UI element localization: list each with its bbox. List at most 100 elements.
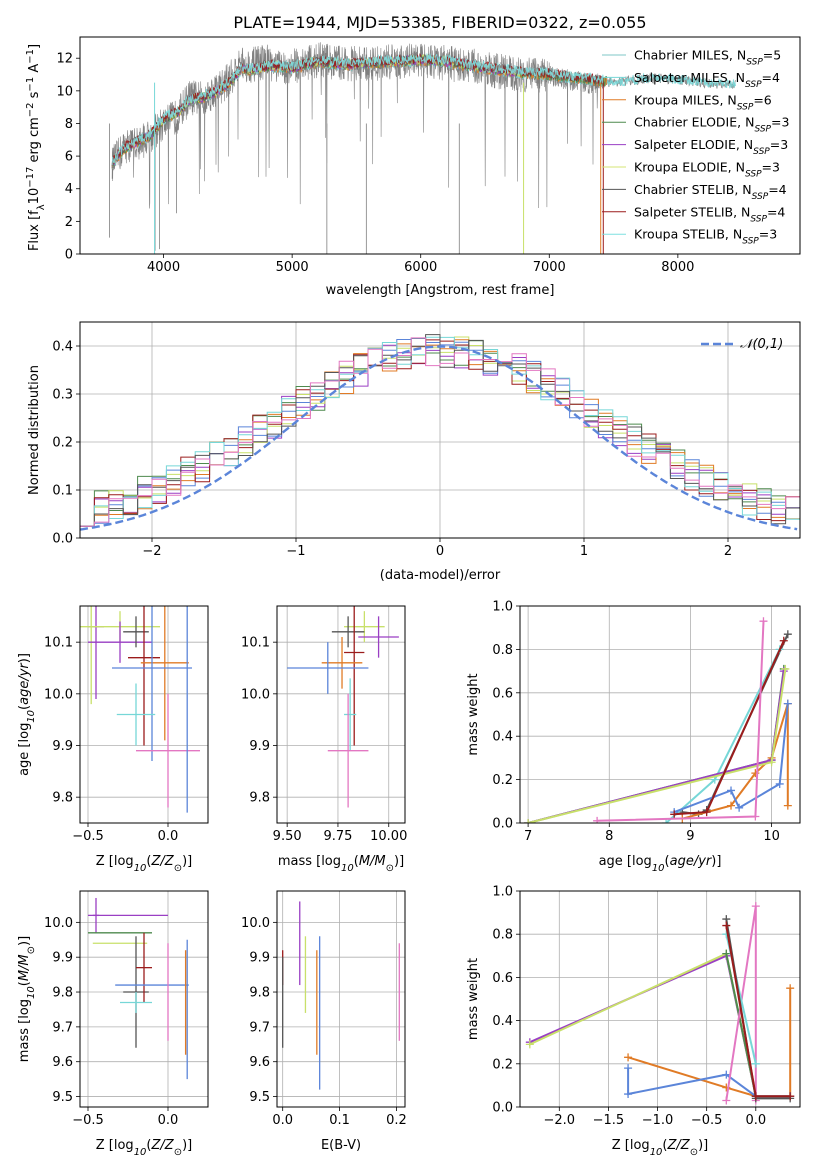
y-tick-label: 9.6	[249, 1055, 270, 1070]
y-tick-label: 9.5	[249, 1090, 270, 1105]
y-tick-label: 10.0	[44, 687, 73, 702]
y-tick-label: 0.3	[52, 388, 73, 403]
legend-label: Kroupa ELODIE, NSSP=3	[634, 160, 780, 180]
x-tick-label: 1	[580, 544, 588, 559]
weight-marker	[751, 812, 760, 821]
legend-label: Kroupa MILES, NSSP=6	[634, 92, 772, 112]
y-tick-label: 9.8	[249, 986, 270, 1001]
x-tick-label: 8000	[661, 260, 694, 275]
errorbar-point	[358, 616, 399, 658]
mass-weight-vs-Z-ylabel: mass weight	[466, 958, 481, 1040]
y-tick-label: 10.0	[44, 916, 73, 931]
y-tick-label: 0.6	[492, 686, 513, 701]
weight-series	[624, 984, 795, 1101]
x-tick-label: 0	[436, 544, 444, 559]
axes-frame	[276, 890, 406, 1108]
plot-area	[525, 902, 795, 1105]
errorbar-point	[123, 936, 149, 1048]
y-tick-label: 0.0	[52, 532, 73, 547]
y-tick-label: 12	[56, 52, 73, 67]
weight-line	[682, 703, 789, 820]
weight-marker	[779, 636, 788, 645]
x-tick-label: 0.0	[272, 1113, 293, 1128]
plot-area	[282, 901, 400, 1090]
y-tick-label: 8	[65, 117, 73, 132]
x-tick-label: 0.1	[329, 1113, 350, 1128]
y-tick-label: 1.0	[492, 600, 513, 615]
errorbar-point	[287, 642, 369, 694]
x-tick-label: 0.0	[745, 1113, 766, 1128]
x-tick-label: 8	[605, 829, 613, 844]
weight-line	[527, 668, 787, 823]
plot-area	[109, 42, 736, 254]
weight-marker	[783, 801, 792, 810]
weight-line	[627, 988, 792, 1098]
weight-line	[725, 925, 791, 1098]
weight-marker	[624, 1090, 633, 1099]
mass-weight-vs-age-xlabel: age [log10(age/yr)]	[599, 854, 722, 874]
mass-vs-EBV-panel: 0.0 0.1 0.2 9.5 9.6 9.7 9.8 9.9 10.0 E(B-V)	[241, 890, 407, 1153]
model-spectrum-line	[111, 53, 604, 166]
x-tick-label: 7000	[533, 260, 566, 275]
x-tick-label: −0.5	[691, 1113, 723, 1128]
x-tick-label: 6000	[404, 260, 437, 275]
errorbar-point	[112, 606, 192, 761]
histogram-xlabel: (data-model)/error	[380, 568, 501, 583]
mass-weight-vs-age-ylabel: mass weight	[466, 673, 481, 755]
errorbar-point	[344, 678, 357, 751]
weight-marker	[624, 1053, 633, 1062]
weight-series	[524, 664, 790, 823]
plot-area	[287, 606, 399, 808]
plot-area	[88, 897, 189, 1080]
axes-frame	[79, 605, 209, 824]
x-tick-label: −1.5	[593, 1113, 625, 1128]
axes-frame	[79, 890, 209, 1108]
weight-series	[525, 949, 760, 1101]
y-tick-label: 9.8	[52, 791, 73, 806]
x-tick-label: 9.75	[323, 829, 352, 844]
x-tick-label: 9	[686, 829, 694, 844]
errorbar-point	[331, 616, 365, 648]
y-tick-label: 0.4	[52, 340, 73, 355]
axes-frame	[519, 890, 801, 1108]
y-tick-label: 0	[65, 248, 73, 263]
age-vs-Z-ylabel: age [log10(age/yr)]	[17, 653, 37, 776]
weight-marker	[727, 786, 736, 795]
legend-label: Salpeter MILES, NSSP=4	[634, 70, 780, 90]
normal-reference-curve	[80, 345, 798, 531]
weight-line	[527, 668, 785, 823]
x-tick-label: −1.0	[642, 1113, 674, 1128]
x-tick-label: 7	[524, 829, 532, 844]
y-tick-label: 10.1	[44, 636, 73, 651]
weight-series	[525, 951, 760, 1101]
legend-label: Kroupa STELIB, NSSP=3	[634, 227, 777, 247]
weight-line	[597, 621, 765, 822]
weight-marker	[775, 779, 784, 788]
weight-marker	[662, 819, 671, 823]
errorbar-point	[344, 606, 365, 746]
y-tick-label: 9.8	[249, 791, 270, 806]
y-tick-label: 9.9	[52, 739, 73, 754]
age-vs-Z-xlabel: Z [log10(Z/Z⊙)]	[96, 854, 193, 874]
x-tick-label: −2	[142, 544, 161, 559]
y-tick-label: 9.8	[52, 986, 73, 1001]
y-tick-label: 0.8	[492, 928, 513, 943]
y-tick-label: 9.7	[52, 1020, 73, 1035]
weight-marker	[722, 949, 731, 958]
x-tick-label: 0.2	[386, 1113, 407, 1128]
y-tick-label: 10	[56, 84, 73, 99]
weight-marker	[751, 1059, 760, 1068]
x-tick-label: −1	[286, 544, 305, 559]
errorbar-point	[116, 683, 156, 746]
weight-marker	[624, 1064, 633, 1073]
errorbar-point	[136, 693, 200, 808]
y-tick-label: 9.9	[249, 739, 270, 754]
histogram-steps	[80, 337, 800, 538]
legend-label: Salpeter STELIB, NSSP=4	[634, 204, 785, 224]
x-tick-label: 5000	[276, 260, 309, 275]
weight-line	[527, 670, 785, 823]
residual-histogram-panel: −2 −1 0 1 2 0.0 0.1 0.2 0.3 0.4 (data-model)/error…	[27, 321, 801, 583]
y-tick-label: 0.0	[492, 1101, 513, 1116]
errorbar-point	[136, 932, 152, 1003]
